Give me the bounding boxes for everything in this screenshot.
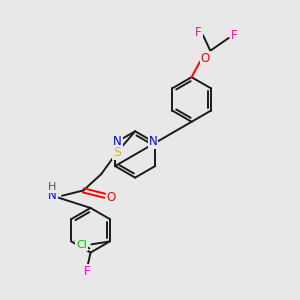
Text: S: S (113, 146, 121, 159)
Text: Cl: Cl (76, 240, 87, 250)
Text: O: O (201, 52, 210, 65)
Text: N: N (48, 189, 57, 202)
Text: F: F (231, 29, 237, 42)
Text: F: F (195, 26, 202, 38)
Text: H: H (48, 182, 57, 193)
Text: N: N (148, 135, 157, 148)
Text: N: N (113, 135, 122, 148)
Text: O: O (107, 191, 116, 204)
Text: F: F (84, 266, 90, 278)
